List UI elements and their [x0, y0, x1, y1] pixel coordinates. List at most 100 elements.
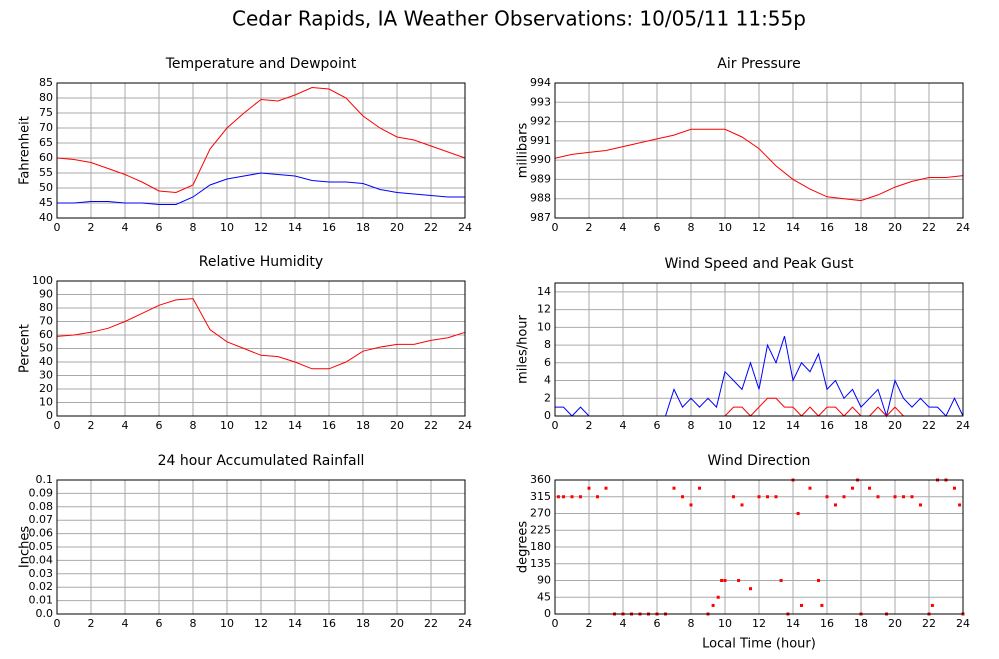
data-point [596, 495, 599, 499]
data-point [834, 503, 837, 507]
x-tick-label: 24 [956, 221, 970, 234]
y-tick-label: 135 [530, 557, 551, 570]
x-tick-label: 6 [156, 419, 163, 432]
y-tick-label: 10 [537, 320, 551, 333]
x-tick-label: 10 [220, 617, 234, 630]
data-point [820, 603, 824, 607]
x-tick-label: 16 [322, 419, 336, 432]
x-tick-label: 10 [220, 419, 234, 432]
y-tick-label: 994 [530, 76, 551, 89]
x-tick-label: 20 [888, 419, 902, 432]
x-tick-label: 22 [424, 419, 438, 432]
plot-frame [554, 479, 964, 615]
data-point [587, 486, 591, 490]
data-point [868, 486, 871, 490]
x-tick-label: 12 [254, 617, 268, 630]
x-tick-label: 10 [718, 221, 732, 234]
data-point [842, 495, 846, 499]
y-tick-label: 0.02 [29, 580, 54, 593]
x-tick-label: 8 [190, 617, 197, 630]
y-axis-label: Percent [18, 324, 33, 373]
x-tick-label: 4 [620, 221, 627, 234]
x-tick-label: 14 [786, 221, 800, 234]
x-tick-label: 14 [288, 419, 302, 432]
x-tick-label: 0 [54, 617, 61, 630]
y-axis-label: Inches [18, 526, 33, 568]
y-tick-label: 90 [537, 574, 551, 587]
x-tick-label: 4 [620, 617, 627, 630]
data-point [766, 495, 769, 499]
x-tick-label: 6 [654, 419, 661, 432]
y-tick-label: 80 [39, 301, 53, 314]
data-point [774, 495, 778, 499]
y-tick-label: 0.01 [29, 594, 54, 607]
plot-frame [554, 82, 964, 219]
y-axis-label: degrees [516, 521, 531, 574]
data-point [919, 503, 922, 507]
data-point [579, 495, 582, 499]
data-point [749, 587, 752, 591]
x-tick-label: 14 [288, 617, 302, 630]
x-tick-label: 12 [752, 617, 766, 630]
x-tick-label: 18 [356, 419, 370, 432]
x-tick-label: 14 [288, 221, 302, 234]
y-tick-label: 6 [544, 356, 551, 369]
data-point [698, 486, 701, 490]
y-tick-label: 0.05 [29, 540, 54, 553]
x-tick-label: 20 [888, 617, 902, 630]
data-point [732, 495, 735, 499]
x-tick-label: 18 [356, 221, 370, 234]
plot-frame [56, 479, 466, 615]
data-point [958, 503, 962, 507]
x-tick-label: 2 [88, 617, 95, 630]
panel-title: Air Pressure [717, 56, 800, 72]
plot-frame [56, 82, 466, 219]
y-tick-label: 70 [39, 121, 53, 134]
y-tick-label: 20 [39, 382, 53, 395]
data-point [570, 495, 574, 499]
data-line [57, 172, 465, 205]
x-tick-label: 8 [688, 617, 695, 630]
data-point [817, 579, 820, 582]
data-point [737, 579, 741, 582]
panel-title: 24 hour Accumulated Rainfall [158, 453, 365, 469]
x-tick-label: 6 [156, 617, 163, 630]
y-tick-label: 40 [39, 211, 53, 224]
data-point [681, 495, 684, 499]
x-tick-label: 4 [122, 617, 129, 630]
y-tick-label: 45 [39, 196, 53, 209]
y-tick-label: 0.0 [36, 607, 54, 620]
data-point [562, 495, 565, 499]
x-tick-label: 12 [254, 419, 268, 432]
data-point [796, 512, 800, 515]
x-tick-label: 2 [586, 221, 593, 234]
x-tick-label: 16 [820, 419, 834, 432]
y-tick-label: 0.07 [29, 513, 54, 526]
y-tick-label: 40 [39, 355, 53, 368]
x-tick-label: 2 [88, 419, 95, 432]
data-line [56, 86, 466, 194]
data-point [808, 486, 812, 490]
y-tick-label: 225 [530, 523, 551, 536]
x-tick-label: 2 [586, 419, 593, 432]
data-point [893, 495, 897, 499]
data-point [556, 495, 560, 499]
y-tick-label: 80 [39, 91, 53, 104]
x-tick-label: 24 [956, 419, 970, 432]
x-tick-label: 20 [390, 221, 404, 234]
y-tick-label: 315 [530, 490, 551, 503]
x-tick-label: 4 [620, 419, 627, 432]
data-point [953, 486, 956, 490]
x-tick-label: 0 [54, 419, 61, 432]
x-tick-label: 20 [390, 419, 404, 432]
x-tick-label: 16 [820, 221, 834, 234]
data-point [711, 603, 715, 607]
x-tick-label: 8 [688, 419, 695, 432]
x-tick-label: 14 [786, 617, 800, 630]
panel-title: Temperature and Dewpoint [165, 56, 357, 72]
data-point [672, 486, 676, 490]
y-tick-label: 90 [39, 288, 53, 301]
y-tick-label: 10 [39, 396, 53, 409]
y-tick-label: 993 [530, 95, 551, 108]
y-tick-label: 992 [530, 115, 551, 128]
